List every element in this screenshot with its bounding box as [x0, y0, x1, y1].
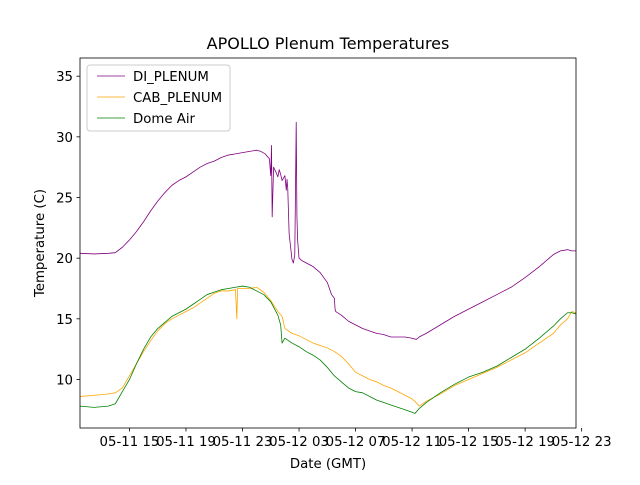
series-line-cab-plenum: [80, 286, 576, 407]
chart-title: APOLLO Plenum Temperatures: [207, 34, 450, 53]
x-tick-label: 05-12 07: [326, 435, 386, 450]
legend-label-dome-air: Dome Air: [133, 112, 196, 127]
legend-label-di-plenum: DI_PLENUM: [133, 70, 209, 85]
series-line-di-plenum: [80, 121, 576, 340]
y-tick-label: 25: [56, 192, 73, 207]
x-axis-label: Date (GMT): [290, 457, 366, 472]
y-axis-label: Temperature (C): [33, 189, 48, 298]
x-tick-label: 05-11 15: [100, 435, 160, 450]
x-tick-label: 05-11 19: [156, 435, 216, 450]
x-tick-label: 05-12 19: [495, 435, 555, 450]
y-tick-label: 30: [56, 131, 73, 146]
y-axis: 10 15 20 25 30 35: [56, 70, 80, 388]
legend: DI_PLENUM CAB_PLENUM Dome Air: [86, 64, 231, 132]
legend-box: [86, 64, 231, 132]
x-tick-label: 05-11 23: [213, 435, 273, 450]
y-tick-label: 15: [56, 313, 73, 328]
y-tick-label: 20: [56, 252, 73, 267]
y-tick-label: 10: [56, 373, 73, 388]
x-tick-label: 05-12 03: [269, 435, 329, 450]
x-tick-label: 05-12 15: [439, 435, 499, 450]
series-line-dome-air: [80, 285, 576, 414]
y-tick-label: 35: [56, 70, 73, 85]
x-tick-label: 05-12 11: [382, 435, 442, 450]
x-tick-label: 05-12 23: [552, 435, 612, 450]
plot-area: [80, 121, 576, 414]
axes-frame: [79, 57, 577, 429]
legend-label-cab-plenum: CAB_PLENUM: [133, 91, 222, 106]
